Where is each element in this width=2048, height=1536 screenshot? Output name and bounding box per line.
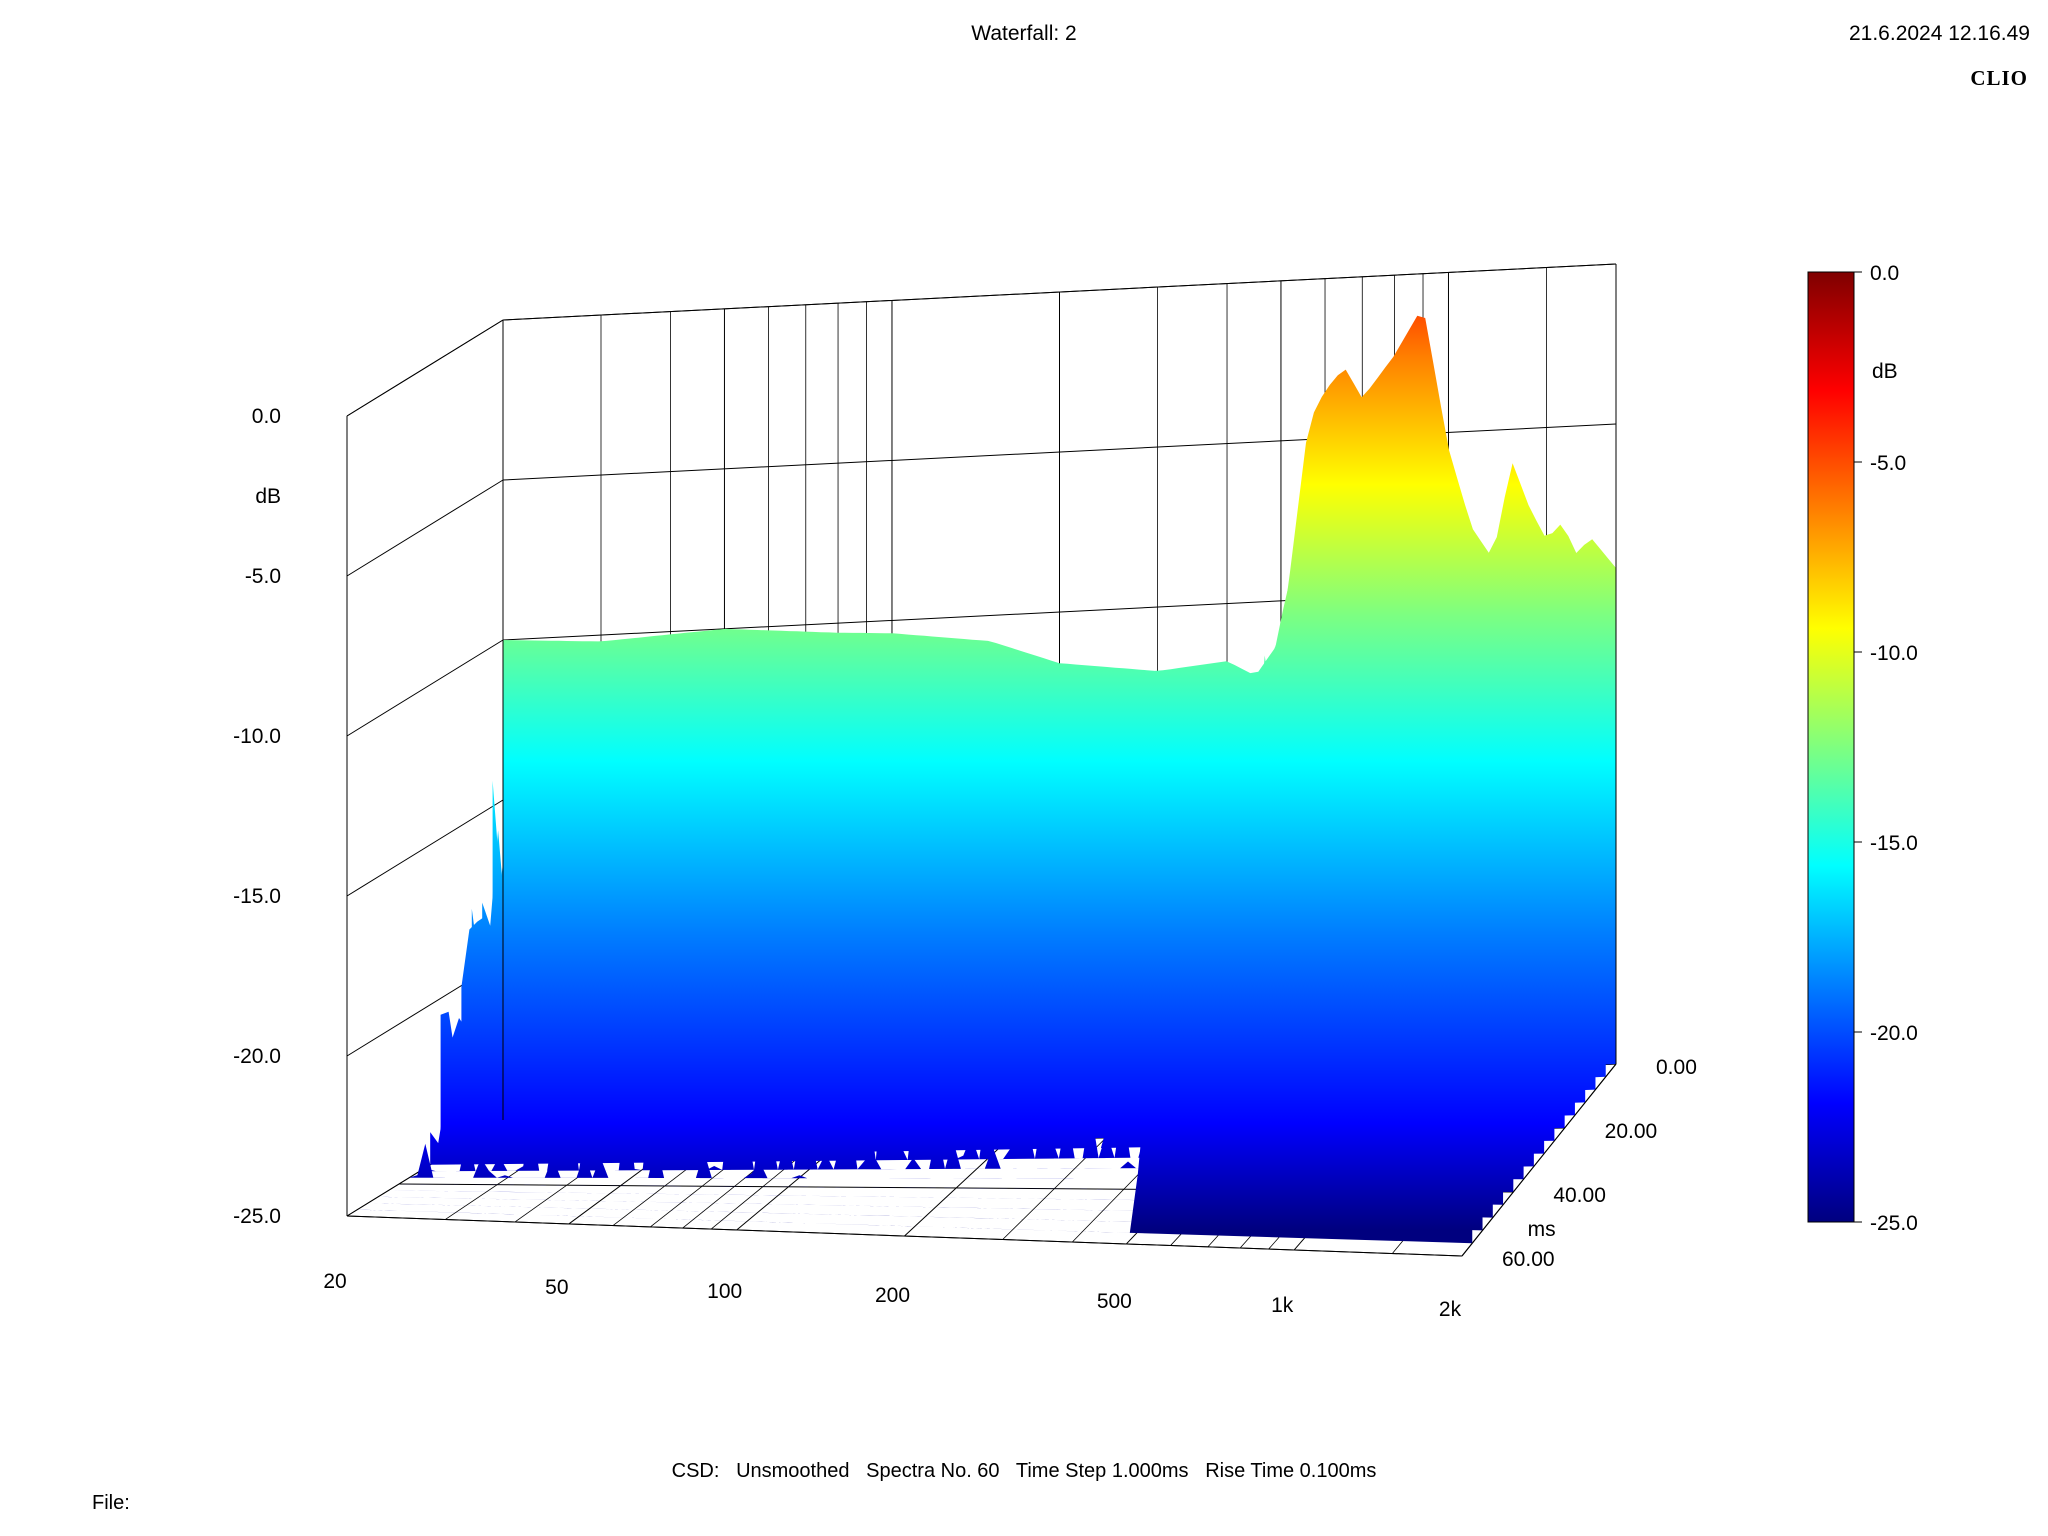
z-tick-label-1: 20.00 bbox=[1605, 1120, 1658, 1143]
x-tick-label-0: 20 bbox=[323, 1270, 346, 1293]
left-top-edge bbox=[346, 319, 504, 417]
z-tick-label-0: 0.00 bbox=[1656, 1056, 1697, 1079]
right-floor-edge bbox=[1461, 1063, 1617, 1257]
x-tick-label-4: 500 bbox=[1097, 1290, 1132, 1313]
y-tick-label-3: -15.0 bbox=[233, 885, 281, 908]
colorbar-tick-label-3: -15.0 bbox=[1870, 832, 1918, 855]
chart-title: Waterfall: 2 bbox=[971, 22, 1077, 45]
y-tick-label-2: -10.0 bbox=[233, 725, 281, 748]
axis-labels: 0.0 -5.0 -10.0 -15.0 -20.0 -25.0 dB 20 50 100 200 5… bbox=[233, 405, 1697, 1321]
x-tick-label-3: 200 bbox=[875, 1284, 910, 1307]
colorbar-label: dB bbox=[1872, 360, 1898, 383]
y-tick-label-5: -25.0 bbox=[233, 1205, 281, 1228]
x-tick-label-6: 2k bbox=[1439, 1298, 1462, 1321]
back-top-edge bbox=[502, 263, 1617, 321]
colorbar-tick-label-5: -25.0 bbox=[1870, 1212, 1918, 1235]
y-tick-label-4: -20.0 bbox=[233, 1045, 281, 1068]
front-floor-edge bbox=[346, 1215, 1463, 1257]
z-tick-label-2: 40.00 bbox=[1553, 1184, 1606, 1207]
file-label: File: bbox=[92, 1492, 130, 1514]
z-axis-label: ms bbox=[1528, 1218, 1556, 1241]
colorbar-gradient bbox=[1807, 271, 1855, 1223]
y-tick-label-1: -5.0 bbox=[245, 565, 281, 588]
colorbar-tick-label-0: 0.0 bbox=[1870, 262, 1899, 285]
waterfall-surface bbox=[357, 315, 1616, 1244]
left-db-gridline-1 bbox=[346, 479, 504, 577]
y-tick-label-0: 0.0 bbox=[252, 405, 281, 428]
colorbar-tick-label-2: -10.0 bbox=[1870, 642, 1918, 665]
x-tick-label-1: 50 bbox=[545, 1276, 568, 1299]
colorbar-tick-label-4: -20.0 bbox=[1870, 1022, 1918, 1045]
colorbar: 0.0 -5.0 -10.0 -15.0 -20.0 -25.0 dB bbox=[1807, 262, 1918, 1235]
x-tick-label-2: 100 bbox=[707, 1280, 742, 1303]
colorbar-ticks: 0.0 -5.0 -10.0 -15.0 -20.0 -25.0 dB bbox=[1854, 262, 1918, 1235]
left-db-gridline-3 bbox=[346, 799, 504, 897]
axes-front bbox=[346, 263, 1617, 1257]
timestamp: 21.6.2024 12.16.49 bbox=[1848, 22, 2030, 45]
left-db-gridline-2 bbox=[346, 639, 504, 737]
brand-logo: CLIO bbox=[1970, 66, 2028, 90]
colorbar-tick-label-1: -5.0 bbox=[1870, 452, 1906, 475]
z-tick-label-3: 60.00 bbox=[1502, 1248, 1555, 1271]
x-tick-label-5: 1k bbox=[1271, 1294, 1294, 1317]
csd-parameters: CSD: Unsmoothed Spectra No. 60 Time Step… bbox=[671, 1460, 1377, 1482]
spectrum-slice-56 bbox=[357, 844, 1473, 1244]
y-axis-label: dB bbox=[255, 485, 281, 508]
